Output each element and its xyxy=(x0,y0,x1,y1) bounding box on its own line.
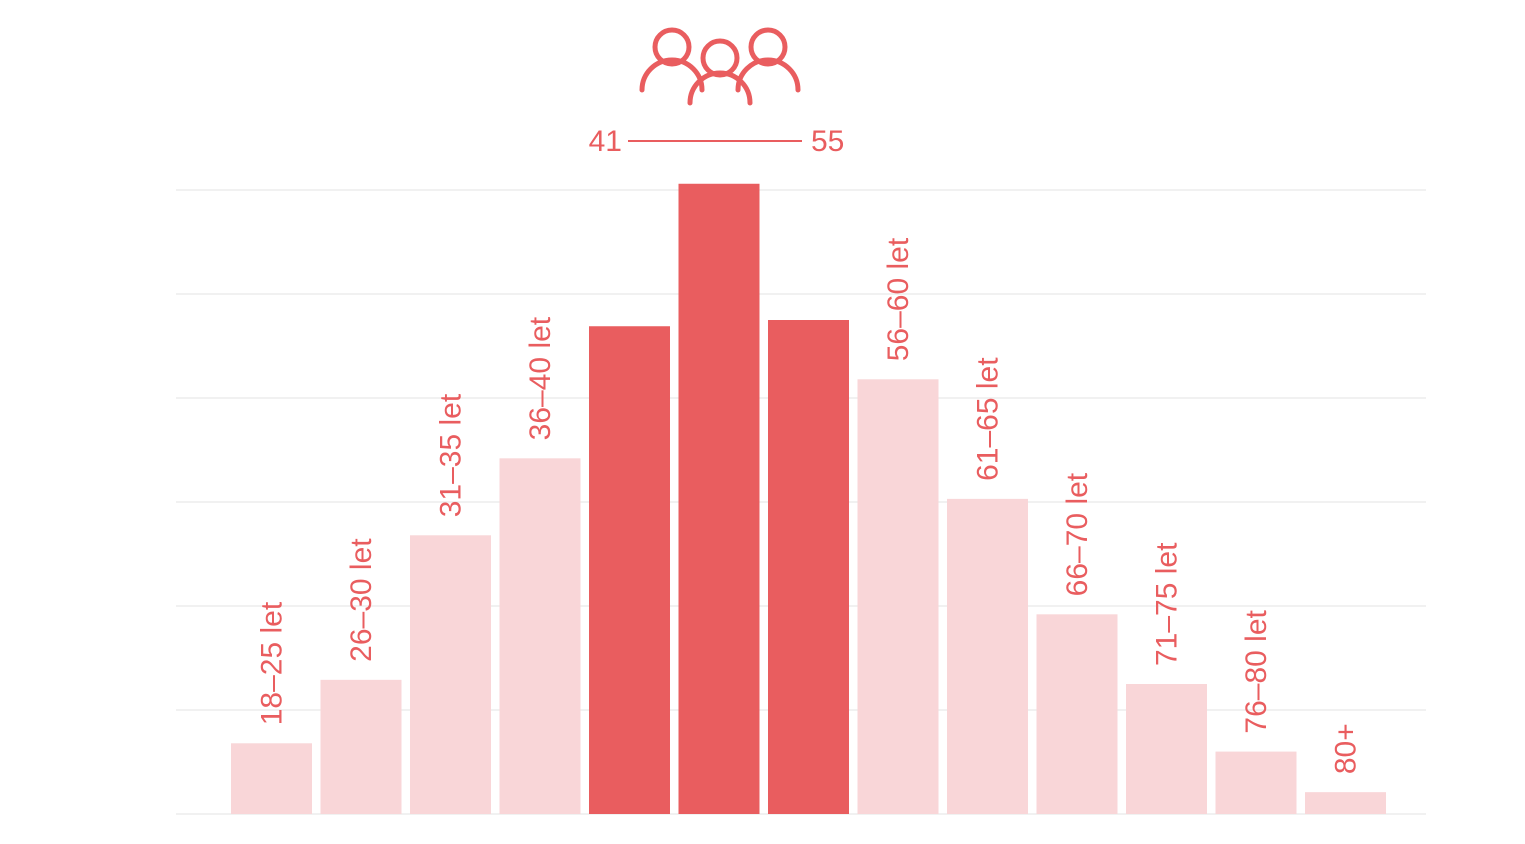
bar-label-10: 66–70 let xyxy=(1061,472,1094,596)
bar-label-12: 76–80 let xyxy=(1240,609,1273,733)
bar-12 xyxy=(1215,751,1297,814)
highlight-range-header: 41 55 xyxy=(589,27,844,158)
bar-9 xyxy=(947,498,1028,814)
bar-3 xyxy=(410,535,491,814)
bar-8 xyxy=(857,379,939,814)
bar-label-13: 80+ xyxy=(1330,723,1363,774)
bar-1 xyxy=(231,743,312,814)
bar-label-1: 18–25 let xyxy=(256,601,289,725)
bar-5 xyxy=(589,326,670,814)
bar-10 xyxy=(1036,614,1118,814)
bar-labels: 18–25 let 26–30 let 31–35 let 36–40 let 56–6… xyxy=(256,237,1363,774)
bar-label-9: 61–65 let xyxy=(972,357,1005,481)
bars xyxy=(231,183,1386,814)
bar-label-2: 26–30 let xyxy=(345,538,378,662)
bar-4 xyxy=(499,458,581,814)
range-end-label: 55 xyxy=(811,125,844,158)
people-group-icon xyxy=(639,27,801,106)
bar-label-4: 36–40 let xyxy=(524,316,557,440)
bar-11 xyxy=(1126,684,1207,814)
bar-label-11: 71–75 let xyxy=(1151,542,1184,666)
bar-label-8: 56–60 let xyxy=(882,237,915,361)
bar-7 xyxy=(768,320,849,814)
bar-label-3: 31–35 let xyxy=(435,393,468,517)
bar-2 xyxy=(320,679,402,814)
range-start-label: 41 xyxy=(589,125,622,158)
bar-6 xyxy=(678,183,760,814)
bar-13 xyxy=(1305,792,1386,814)
